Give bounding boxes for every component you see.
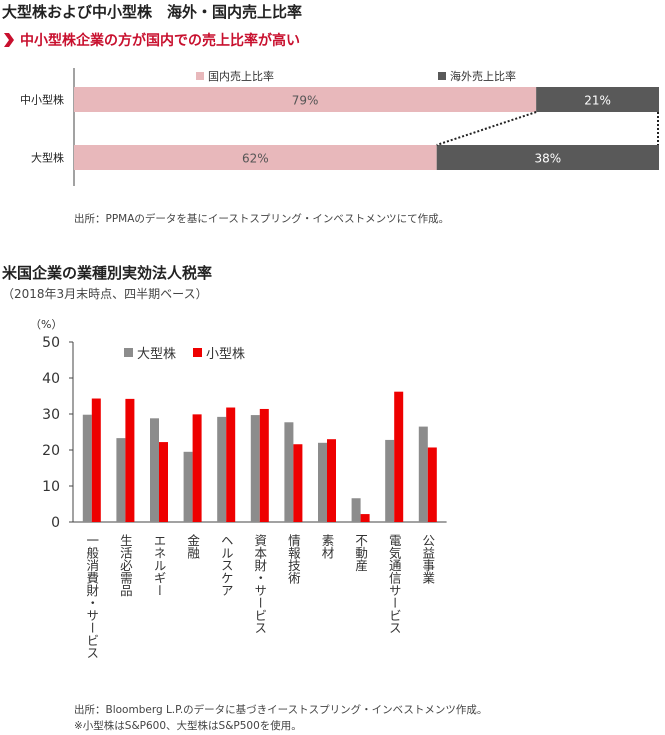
- category-label: 不動産: [353, 534, 368, 572]
- bar: [91, 398, 101, 522]
- legend-swatch-1: [124, 348, 133, 357]
- section1-title: 大型株および中小型株 海外・国内売上比率: [2, 3, 303, 21]
- category-label: 資本財・サービス: [252, 534, 267, 634]
- category-label: 金融: [185, 533, 200, 560]
- category-label: 中小型株: [20, 93, 64, 107]
- data-label: 38%: [535, 152, 562, 166]
- section2-note: ※小型株はS&P600、大型株はS&P500を使用。: [74, 720, 302, 732]
- bar: [159, 442, 168, 522]
- y-tick-label: 10: [42, 479, 60, 495]
- bar: [427, 447, 437, 522]
- y-tick-label: 40: [42, 371, 60, 387]
- chevron-right-icon: [4, 33, 14, 47]
- bar: [360, 514, 370, 522]
- section2-title: 米国企業の業種別実効法人税率: [2, 264, 213, 282]
- bar: [116, 438, 126, 522]
- data-label: 21%: [584, 94, 611, 108]
- data-label: 79%: [292, 94, 319, 108]
- bar: [150, 418, 159, 522]
- category-label: ヘルスケア: [219, 534, 234, 597]
- bar: [192, 414, 202, 522]
- bar: [385, 439, 395, 522]
- category-label: 公益事業: [420, 534, 435, 584]
- bar-segment: [536, 87, 659, 112]
- bar-segment: [74, 145, 437, 170]
- bar: [259, 408, 269, 522]
- legend-label-2: 小型株: [206, 347, 245, 362]
- bar: [125, 398, 135, 522]
- category-label: 情報技術: [286, 534, 301, 585]
- data-label: 62%: [242, 152, 269, 166]
- section1-subtitle: 中小型株企業の方が国内での売上比率が高い: [20, 33, 300, 49]
- legend-label-1: 国内売上比率: [208, 69, 274, 83]
- category-label: 一般消費財・サービス: [84, 534, 99, 659]
- connector-line-left: [436, 111, 537, 146]
- category-label: 大型株: [31, 151, 64, 165]
- bar: [217, 416, 227, 522]
- bar: [327, 439, 336, 522]
- bar: [250, 415, 260, 522]
- bar: [394, 391, 404, 522]
- category-label: エネルギー: [152, 534, 167, 597]
- legend-label-1: 大型株: [137, 347, 176, 362]
- category-label: 生活必需品: [118, 534, 133, 597]
- legend-swatch-2: [438, 72, 446, 80]
- legend-label-2: 海外売上比率: [450, 69, 516, 83]
- legend-swatch-2: [193, 348, 202, 357]
- y-tick-label: 20: [42, 443, 60, 459]
- category-label: 電気通信サービス: [387, 534, 402, 634]
- legend-swatch-1: [196, 72, 204, 80]
- bar: [284, 422, 294, 522]
- section2-subtitle: （2018年3月末時点、四半期ベース）: [2, 287, 208, 301]
- y-axis-label: （%）: [30, 318, 62, 331]
- y-tick-label: 30: [42, 407, 60, 423]
- category-label: 素材: [320, 534, 335, 559]
- bar: [82, 414, 92, 522]
- y-tick-label: 50: [42, 335, 60, 351]
- bar: [293, 444, 303, 522]
- bar: [418, 426, 428, 522]
- bar: [318, 442, 327, 522]
- section2-source: 出所：Bloomberg L.P.のデータに基づきイーストスプリング・インベスト…: [74, 704, 488, 716]
- bar: [351, 498, 361, 522]
- section1-source: 出所：PPMAのデータを基にイーストスプリング・インベストメンツにて作成。: [74, 213, 450, 225]
- y-tick-label: 0: [51, 515, 60, 531]
- bar: [183, 451, 193, 522]
- bar-segment: [74, 87, 537, 112]
- bar: [226, 407, 236, 522]
- bar-segment: [436, 145, 659, 170]
